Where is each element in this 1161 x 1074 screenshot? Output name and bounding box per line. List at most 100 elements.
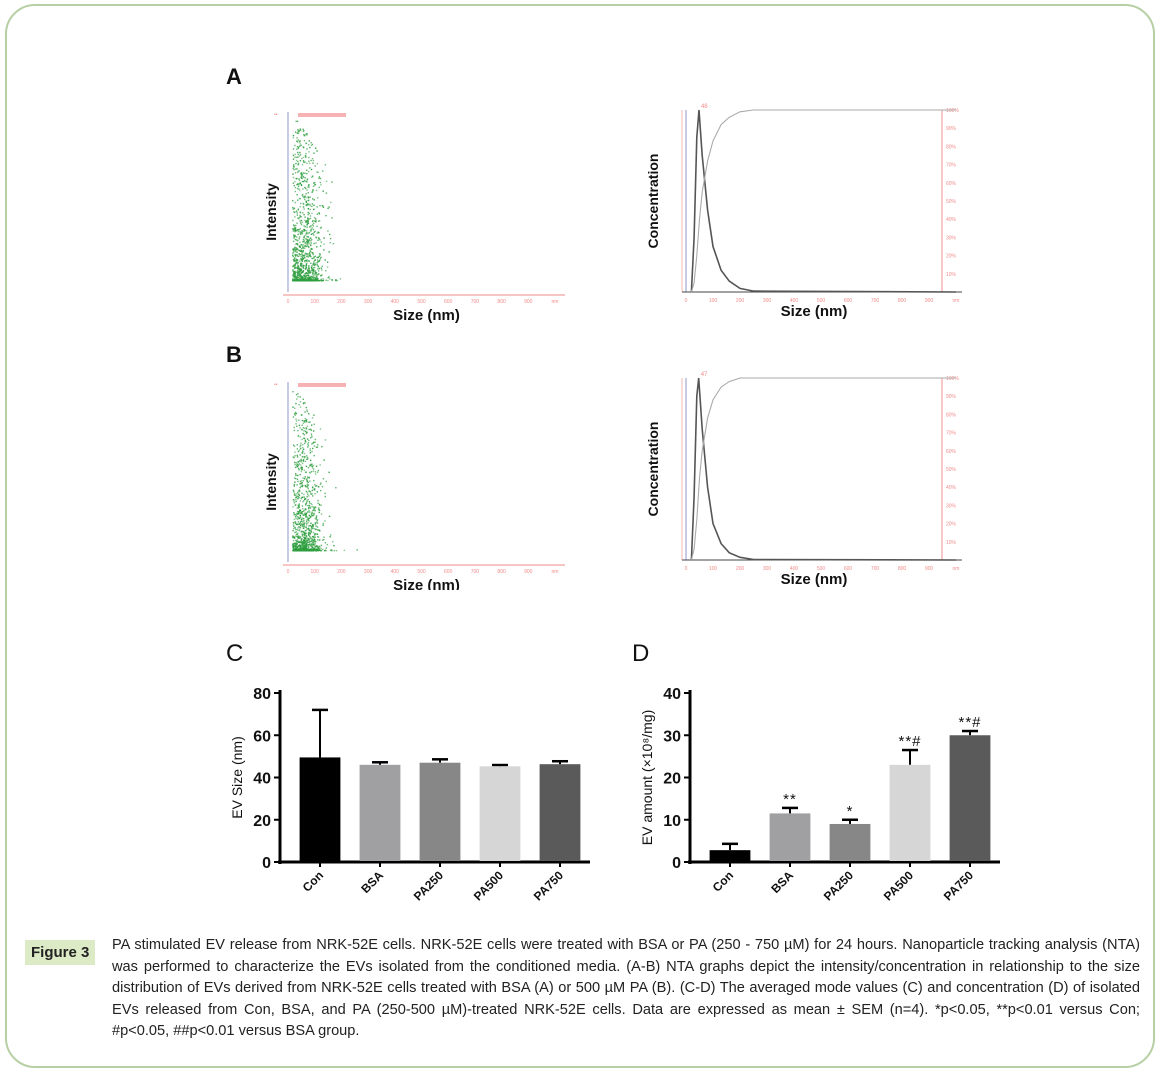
y-tick-label: 0 xyxy=(672,855,681,872)
scatter-point xyxy=(311,279,313,282)
scatter-point xyxy=(294,153,296,156)
scatter-point xyxy=(305,221,307,223)
scatter-point xyxy=(296,491,299,494)
scatter-point xyxy=(293,477,296,479)
scatter-point xyxy=(312,278,314,280)
scatter-point xyxy=(299,258,302,260)
scatter-point xyxy=(300,244,302,246)
x-tick-label: Con xyxy=(300,868,326,894)
scatter-point xyxy=(312,276,314,279)
y-axis-title: Intensity xyxy=(263,183,279,241)
scatter-point xyxy=(297,268,300,271)
scatter-point xyxy=(296,249,299,251)
scatter-point xyxy=(300,482,302,485)
scatter-point xyxy=(316,262,318,264)
scatter-point xyxy=(333,549,335,552)
scatter-point xyxy=(300,216,302,218)
scatter-point xyxy=(314,184,316,186)
scatter-point xyxy=(305,274,307,277)
scatter-point xyxy=(294,144,296,147)
scatter-point xyxy=(305,534,308,537)
scatter-point xyxy=(299,516,302,518)
scatter-point xyxy=(293,184,296,187)
scatter-point xyxy=(325,547,328,549)
scatter-point xyxy=(311,176,313,178)
scatter-point xyxy=(300,428,303,431)
scatter-point xyxy=(301,517,304,519)
scatter-point xyxy=(309,279,312,282)
scatter-point xyxy=(307,235,309,238)
scatter-point xyxy=(311,512,314,515)
scatter-point xyxy=(304,508,307,510)
scatter-point xyxy=(303,549,306,552)
scatter-point xyxy=(321,274,323,276)
x-tick-label: 200 xyxy=(337,299,346,305)
scatter-point xyxy=(309,459,312,462)
scatter-point xyxy=(305,152,307,155)
scatter-point xyxy=(299,510,302,512)
scatter-point xyxy=(303,541,305,543)
scatter-point xyxy=(295,258,298,261)
scatter-point xyxy=(293,549,295,552)
scatter-point xyxy=(317,529,319,531)
scatter-point xyxy=(301,419,304,422)
scatter-point xyxy=(320,241,323,243)
scatter-point xyxy=(297,156,299,158)
scatter-point xyxy=(305,196,307,199)
scatter-point xyxy=(305,267,308,269)
x-tick-label: 400 xyxy=(790,566,799,572)
scatter-point xyxy=(308,465,311,467)
scatter-point xyxy=(311,465,314,468)
scatter-point xyxy=(297,209,300,211)
scatter-point xyxy=(304,402,306,404)
scatter-point xyxy=(298,419,300,421)
scatter-point xyxy=(325,214,327,217)
x-tick-label: 400 xyxy=(391,299,400,305)
scatter-point xyxy=(301,511,304,513)
scatter-point xyxy=(305,535,308,538)
scatter-point xyxy=(327,207,329,210)
scatter-point xyxy=(306,134,308,136)
scatter-point xyxy=(299,540,301,543)
scatter-point xyxy=(299,396,301,398)
scatter-point xyxy=(312,495,314,497)
x-tick-label: 500 xyxy=(417,569,426,575)
scatter-point xyxy=(295,462,298,464)
scatter-point xyxy=(302,249,304,252)
scatter-point xyxy=(308,251,311,254)
x-tick-label: 200 xyxy=(736,566,745,572)
scatter-point xyxy=(298,496,300,499)
scatter-point xyxy=(303,133,305,136)
scatter-point xyxy=(297,515,299,518)
scatter-point xyxy=(293,483,296,486)
scatter-point xyxy=(295,177,297,180)
scatter-point xyxy=(301,496,303,499)
scatter-point xyxy=(308,490,310,493)
scatter-point xyxy=(313,278,315,280)
scatter-point xyxy=(312,222,315,225)
scatter-point xyxy=(304,245,306,248)
scatter-point xyxy=(298,504,301,506)
scatter-point xyxy=(298,273,300,276)
scatter-point xyxy=(318,547,320,550)
scatter-point xyxy=(320,278,322,280)
scatter-point xyxy=(297,261,299,263)
scatter-point xyxy=(306,235,308,238)
figure-label: Figure 3 xyxy=(25,940,96,965)
scatter-point xyxy=(303,536,306,539)
scatter-point xyxy=(303,437,306,440)
scatter-point xyxy=(305,133,307,136)
scatter-point xyxy=(296,212,298,214)
scatter-point xyxy=(297,217,299,219)
scatter-point xyxy=(304,529,307,532)
scatter-point xyxy=(309,217,312,220)
scatter-point xyxy=(310,434,313,437)
scatter-point xyxy=(303,427,306,430)
scatter-point xyxy=(302,156,305,159)
scatter-point xyxy=(306,500,308,503)
scatter-point xyxy=(311,463,313,465)
scatter-point xyxy=(307,211,309,214)
scatter-point xyxy=(309,277,311,279)
scatter-point xyxy=(303,525,305,528)
scatter-point xyxy=(356,549,358,551)
